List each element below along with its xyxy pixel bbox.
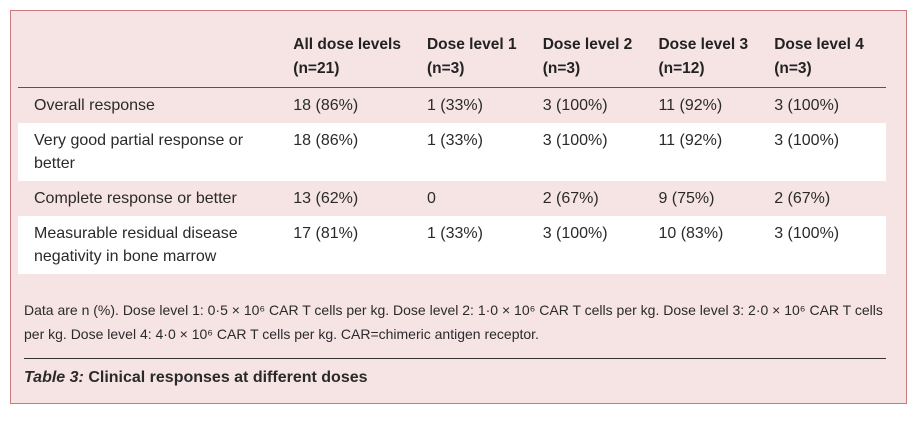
table-row: Very good partial response or better 18 … xyxy=(18,123,886,181)
column-header: Dose level 2 (n=3) xyxy=(542,36,633,77)
table-row: Overall response 18 (86%) 1 (33%) 3 (100… xyxy=(18,87,886,123)
table-cell: 18 (86%) xyxy=(293,132,359,149)
table-cell: 3 (100%) xyxy=(774,225,840,242)
table-row: Measurable residual disease negativity i… xyxy=(18,216,886,274)
header-blank xyxy=(18,23,287,88)
caption-text: Clinical responses at different doses xyxy=(83,369,368,386)
table-cell: 9 (75%) xyxy=(658,190,715,207)
divider xyxy=(24,358,886,359)
row-label: Very good partial response or better xyxy=(34,132,244,172)
column-header: Dose level 3 (n=12) xyxy=(658,36,749,77)
column-header: Dose level 4 (n=3) xyxy=(774,36,864,77)
table-cell: 3 (100%) xyxy=(542,225,608,242)
table-cell: 1 (33%) xyxy=(426,225,483,242)
table-cell: 2 (67%) xyxy=(542,190,599,207)
table-cell: 3 (100%) xyxy=(542,132,608,149)
table-cell: 3 (100%) xyxy=(542,97,608,114)
table-cell: 11 (92%) xyxy=(658,97,723,114)
table-caption: Table 3: Clinical responses at different… xyxy=(24,369,368,387)
table-cell: 1 (33%) xyxy=(426,132,483,149)
table-cell: 11 (92%) xyxy=(658,132,723,149)
table-cell: 3 (100%) xyxy=(774,132,840,149)
column-header: All dose levels (n=21) xyxy=(293,36,401,77)
table-cell: 13 (62%) xyxy=(293,190,359,207)
table-footnote: Data are n (%). Dose level 1: 0·5 × 10⁶ … xyxy=(24,302,883,342)
table-cell: 18 (86%) xyxy=(293,97,359,114)
table-cell: 1 (33%) xyxy=(426,97,483,114)
table-cell: 17 (81%) xyxy=(293,225,359,242)
column-header: Dose level 1 (n=3) xyxy=(426,36,517,77)
table-panel xyxy=(10,10,907,404)
table-cell: 3 (100%) xyxy=(774,97,840,114)
table-row: Complete response or better 13 (62%) 0 2… xyxy=(18,181,886,216)
caption-label: Table 3: xyxy=(24,369,84,386)
table-cell: 10 (83%) xyxy=(658,225,724,242)
row-label: Measurable residual disease negativity i… xyxy=(34,225,238,265)
table-cell: 0 xyxy=(426,190,436,207)
row-label: Complete response or better xyxy=(34,190,237,207)
clinical-responses-table: All dose levels (n=21) Dose level 1 (n=3) … xyxy=(18,23,886,274)
row-label: Overall response xyxy=(34,97,155,114)
header-row: All dose levels (n=21) Dose level 1 (n=3) … xyxy=(18,23,886,88)
table-cell: 2 (67%) xyxy=(774,190,831,207)
